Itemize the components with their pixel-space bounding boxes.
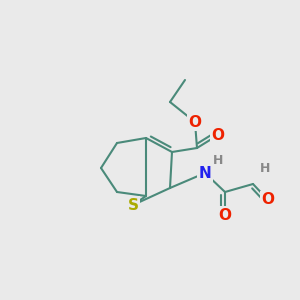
Text: N: N bbox=[199, 166, 212, 181]
Text: H: H bbox=[260, 163, 270, 176]
Text: O: O bbox=[212, 128, 224, 142]
Text: H: H bbox=[213, 154, 223, 166]
Text: O: O bbox=[188, 115, 202, 130]
Text: S: S bbox=[128, 197, 139, 212]
Text: O: O bbox=[218, 208, 232, 223]
Text: O: O bbox=[262, 193, 275, 208]
